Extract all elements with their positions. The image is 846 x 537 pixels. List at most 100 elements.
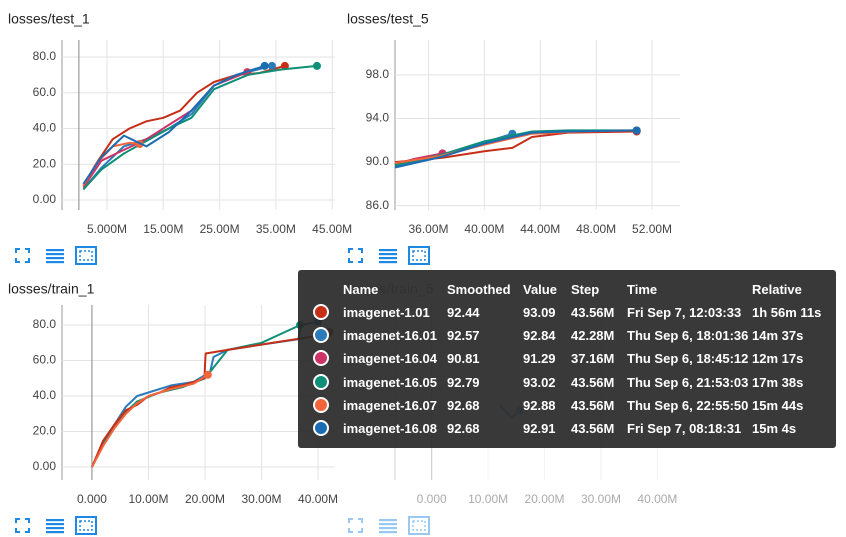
x-tick-label: 0.000: [77, 492, 107, 506]
list-bar: [46, 527, 64, 530]
cell: 12m 17s: [752, 351, 804, 367]
x-tick-label: 45.00M: [312, 222, 352, 236]
cell: imagenet-16.08: [343, 421, 437, 436]
chart-title: losses/train_1: [8, 281, 95, 297]
cell: 92.79: [447, 374, 480, 390]
cell: 15m 4s: [752, 421, 797, 436]
cell: imagenet-16.07: [343, 397, 437, 413]
x-tick-label: 0.000: [417, 492, 447, 506]
column-header: Step: [571, 282, 600, 297]
x-tick-label: 30.00M: [581, 492, 621, 506]
y-tick-label: 60.0: [33, 85, 57, 99]
y-tick-label: 0.00: [33, 459, 57, 473]
x-tick-label: 48.00M: [576, 222, 616, 236]
column-header: Smoothed: [447, 282, 511, 297]
fit-inner: [412, 520, 426, 531]
y-tick-label: 90.0: [366, 154, 390, 168]
y-tick-label: 86.0: [366, 198, 390, 212]
cell: imagenet-16.01: [343, 328, 437, 344]
fit-inner: [412, 250, 426, 261]
cell: Fri Sep 7, 08:18:31: [627, 421, 742, 436]
y-tick-label: 40.0: [33, 121, 57, 135]
list-bar: [379, 531, 397, 534]
column-header: Value: [523, 282, 557, 297]
cell: Thu Sep 6, 18:01:36: [627, 328, 749, 344]
expand-icon[interactable]: [348, 248, 363, 263]
y-tick-label: 98.0: [366, 67, 390, 81]
fit-icon[interactable]: [75, 516, 97, 535]
fit-frame: [408, 516, 430, 535]
list-bar: [379, 249, 397, 252]
column-header: Time: [627, 282, 658, 297]
list-icon[interactable]: [46, 249, 64, 264]
list-bar: [46, 531, 64, 534]
fit-frame: [408, 246, 430, 265]
cell: 17m 38s: [752, 374, 804, 390]
cell: 43.56M: [571, 305, 615, 320]
run-color: [313, 396, 329, 413]
fit-frame: [75, 246, 97, 265]
cell: Fri Sep 7, 12:03:33: [627, 305, 742, 320]
column-header: Name: [343, 282, 379, 297]
y-tick-label: 0.00: [33, 192, 57, 206]
cell: 92.44: [447, 305, 480, 320]
list-icon[interactable]: [46, 519, 64, 534]
list-bar: [379, 527, 397, 530]
x-tick-label: 20.00M: [525, 492, 565, 506]
cell: 43.56M: [571, 374, 615, 390]
x-tick-label: 40.00M: [464, 222, 504, 236]
run-color: [313, 373, 329, 390]
fit-icon[interactable]: [408, 516, 430, 535]
list-icon[interactable]: [379, 519, 397, 534]
y-tick-label: 80.0: [33, 49, 57, 63]
list-bar: [46, 261, 64, 264]
series-line: [91, 373, 209, 468]
x-tick-label: 15.00M: [143, 222, 183, 236]
list-bar: [46, 519, 64, 522]
y-tick-label: 80.0: [33, 317, 57, 331]
series-line: [82, 64, 273, 190]
expand-icon[interactable]: [15, 248, 30, 263]
cell: 92.91: [523, 421, 556, 436]
x-tick-label: 20.00M: [185, 492, 225, 506]
chart-title: losses/test_1: [8, 11, 90, 27]
list-bar: [379, 261, 397, 264]
x-tick-label: 40.00M: [637, 492, 677, 506]
run-color: [313, 350, 329, 367]
cell: 93.02: [523, 374, 556, 390]
cell: imagenet-1.01: [343, 305, 430, 320]
series-end-dot: [312, 61, 321, 70]
list-bar: [46, 253, 64, 256]
fit-icon[interactable]: [75, 246, 97, 265]
cell: 42.28M: [571, 328, 615, 344]
list-bar: [379, 523, 397, 526]
x-tick-label: 5.000M: [87, 222, 127, 236]
cell: imagenet-16.05: [343, 374, 437, 390]
cell: 93.09: [523, 305, 556, 320]
list-bar: [46, 523, 64, 526]
cell: imagenet-16.04: [343, 351, 437, 367]
cell: Thu Sep 6, 21:53:03: [627, 374, 749, 390]
cell: 43.56M: [571, 397, 615, 413]
expand-icon[interactable]: [15, 518, 30, 533]
fit-icon[interactable]: [408, 246, 430, 265]
x-tick-label: 35.00M: [256, 222, 296, 236]
series-end-dot: [260, 61, 269, 70]
cell: 90.81: [447, 351, 480, 367]
series-line: [91, 331, 330, 468]
list-bar: [46, 257, 64, 260]
cell: 92.57: [447, 328, 480, 344]
cell: Thu Sep 6, 18:45:12: [627, 351, 749, 367]
x-tick-label: 25.00M: [200, 222, 240, 236]
expand-icon[interactable]: [348, 518, 363, 533]
list-icon[interactable]: [379, 249, 397, 264]
cell: 14m 37s: [752, 328, 804, 344]
chart: losses/train_1 0.00 20.0 40.0 60.0 80.0 0.000 1…: [8, 281, 338, 535]
cell: 92.68: [447, 397, 480, 413]
tooltip: Name Smoothed Value Step Time Relative imagene…: [298, 270, 836, 448]
y-tick-label: 20.0: [33, 156, 57, 170]
cell: 92.68: [447, 421, 480, 436]
list-bar: [46, 249, 64, 252]
cell: 92.88: [523, 397, 556, 413]
